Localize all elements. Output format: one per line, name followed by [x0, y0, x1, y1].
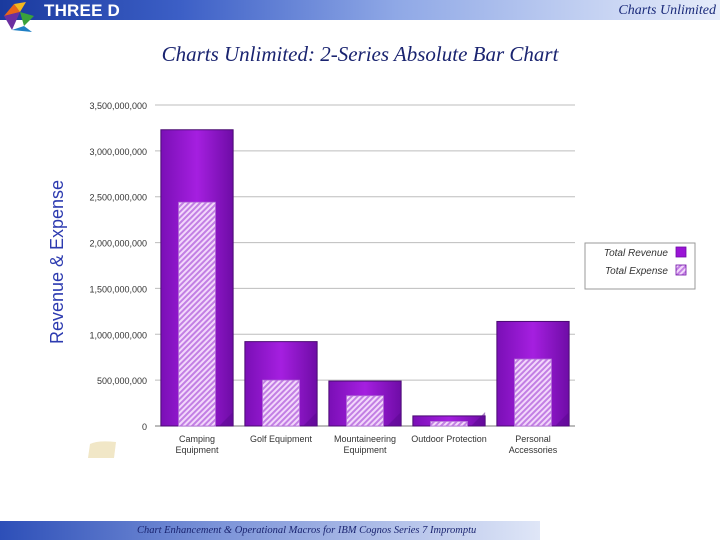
legend-swatch	[675, 246, 687, 258]
logo: THREE D GRAPHICS	[0, 0, 190, 40]
y-axis: 3,500,000,000 3,000,000,000 2,500,000,000 2…	[89, 101, 147, 432]
y-tick-label: 3,000,000,000	[89, 147, 147, 157]
y-tick-label: 1,500,000,000	[89, 284, 147, 294]
bar-shadow	[303, 412, 318, 426]
header-bar	[0, 0, 720, 20]
logo-text: THREE D GRAPHICS	[44, 1, 136, 40]
x-tick-label: Mountaineering Equipment	[334, 434, 396, 455]
decorative-swoosh-icon	[88, 441, 116, 458]
logo-mark-icon	[4, 2, 34, 32]
page-title: Charts Unlimited: 2-Series Absolute Bar …	[161, 42, 559, 66]
bar-total-expense	[178, 201, 216, 427]
x-axis: Camping Equipment Golf Equipment Mountainee…	[175, 434, 557, 455]
bar-shadow	[387, 412, 402, 426]
bar-shadow	[471, 412, 486, 426]
legend-label: Total Expense	[605, 266, 668, 277]
bar-shadow	[219, 412, 234, 426]
legend-label: Total Revenue	[604, 248, 669, 259]
footer-text: Chart Enhancement & Operational Macros f…	[137, 525, 477, 536]
bar-total-expense	[430, 421, 468, 427]
bars	[160, 129, 570, 427]
footer-bar	[0, 521, 540, 540]
legend-swatch	[675, 264, 687, 276]
y-tick-label: 3,500,000,000	[89, 101, 147, 111]
x-tick-label: Outdoor Protection	[411, 434, 487, 444]
legend: Total Revenue Total Expense	[584, 242, 696, 290]
y-tick-label: 500,000,000	[97, 376, 147, 386]
x-tick-label: Camping Equipment	[175, 434, 219, 455]
x-tick-label: Golf Equipment	[250, 434, 313, 444]
bar-total-expense	[346, 395, 384, 427]
y-tick-label: 0	[142, 422, 147, 432]
y-tick-label: 2,000,000,000	[89, 239, 147, 249]
bar-shadow	[555, 412, 570, 426]
bar-total-expense	[262, 379, 300, 427]
header-title: Charts Unlimited	[618, 3, 716, 18]
bar-total-expense	[514, 358, 552, 427]
x-tick-label: Personal Accessories	[509, 434, 558, 455]
y-tick-label: 2,500,000,000	[89, 193, 147, 203]
y-axis-label: Revenue & Expense	[47, 180, 67, 344]
y-tick-label: 1,000,000,000	[89, 330, 147, 340]
